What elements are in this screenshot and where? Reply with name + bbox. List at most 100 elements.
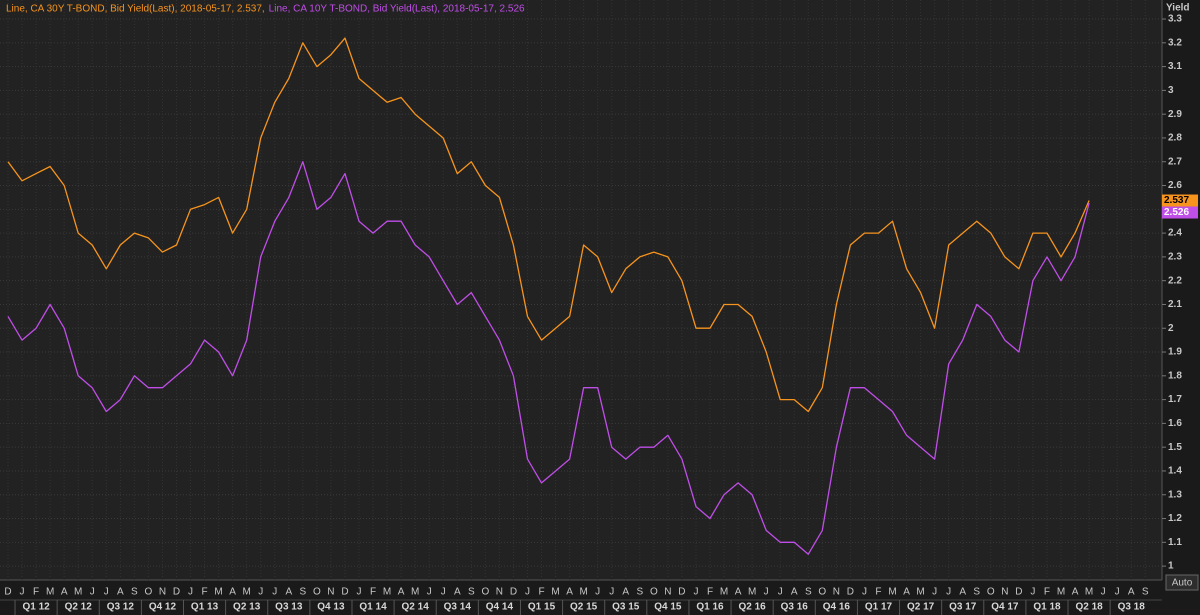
x-tick-label: J	[1030, 587, 1035, 598]
x-tick-label: J	[764, 587, 769, 598]
y-tick-label: 3	[1168, 85, 1174, 96]
y-tick-label: 2.6	[1168, 180, 1182, 191]
x-tick-label: A	[735, 587, 742, 598]
y-tick-label: 2.3	[1168, 252, 1182, 263]
quarter-label: Q1 16	[696, 602, 724, 613]
quarter-label: Q4 15	[654, 602, 682, 613]
y-tick-label: 2	[1168, 323, 1174, 334]
x-tick-label: J	[609, 587, 614, 598]
y-tick-label: 1.4	[1168, 466, 1182, 477]
x-tick-label: M	[411, 587, 419, 598]
x-tick-label: J	[946, 587, 951, 598]
y-tick-label: 2.8	[1168, 133, 1182, 144]
x-tick-label: O	[650, 587, 658, 598]
x-tick-label: N	[327, 587, 334, 598]
x-tick-label: J	[188, 587, 193, 598]
x-tick-label: J	[258, 587, 263, 598]
quarter-label: Q1 17	[865, 602, 893, 613]
x-tick-label: S	[131, 587, 138, 598]
y-tick-label: 3.1	[1168, 61, 1182, 72]
quarter-label: Q1 15	[528, 602, 556, 613]
y-axis-panel	[1162, 0, 1200, 615]
y-tick-label: 2.2	[1168, 275, 1182, 286]
quarter-label: Q4 13	[317, 602, 345, 613]
y-tick-label: 2.1	[1168, 299, 1182, 310]
plot-area	[0, 0, 1162, 580]
auto-button[interactable]	[1165, 574, 1199, 591]
x-tick-label: J	[357, 587, 362, 598]
y-tick-label: 2.9	[1168, 109, 1182, 120]
x-tick-label: N	[1001, 587, 1008, 598]
x-tick-label: J	[525, 587, 530, 598]
x-tick-label: M	[916, 587, 924, 598]
x-tick-label: A	[1128, 587, 1135, 598]
x-tick-label: M	[720, 587, 728, 598]
x-tick-label: M	[46, 587, 54, 598]
x-tick-label: A	[454, 587, 461, 598]
x-tick-label: M	[579, 587, 587, 598]
y-tick-label: 1.3	[1168, 489, 1182, 500]
x-tick-label: F	[202, 587, 208, 598]
x-tick-label: J	[20, 587, 25, 598]
x-tick-label: O	[145, 587, 153, 598]
x-tick-label: M	[74, 587, 82, 598]
quarter-label: Q2 16	[738, 602, 766, 613]
x-tick-label: D	[510, 587, 517, 598]
quarter-label: Q3 18	[1118, 602, 1146, 613]
x-tick-label: J	[441, 587, 446, 598]
x-tick-label: O	[818, 587, 826, 598]
x-tick-label: F	[1044, 587, 1050, 598]
auto-button-label[interactable]: Auto	[1172, 578, 1193, 589]
y-tick-label: 1.5	[1168, 442, 1182, 453]
y-tick-label: 1	[1168, 561, 1174, 572]
x-tick-label: M	[214, 587, 222, 598]
series-line	[7, 37, 1090, 413]
x-tick-label: M	[1085, 587, 1093, 598]
y-tick-label: 2.7	[1168, 156, 1182, 167]
x-tick-label: S	[468, 587, 475, 598]
last-value-box	[1162, 206, 1198, 219]
quarter-label: Q2 15	[570, 602, 598, 613]
quarter-label: Q1 14	[359, 602, 387, 613]
quarter-label: Q3 12	[107, 602, 135, 613]
x-tick-label: J	[104, 587, 109, 598]
x-tick-label: O	[481, 587, 489, 598]
x-tick-label: F	[707, 587, 713, 598]
x-tick-label: M	[383, 587, 391, 598]
x-tick-label: D	[847, 587, 854, 598]
quarter-label: Q3 17	[949, 602, 977, 613]
x-tick-label: M	[551, 587, 559, 598]
x-tick-label: J	[90, 587, 95, 598]
axes: 1 1.1 1.2 1.3 1.4 1.5 1.6 1.7 1.8 1.9 2 2.1 2.2 2.3 2.…	[4, 14, 1198, 615]
y-tick-label: 1.9	[1168, 347, 1182, 358]
x-tick-label: A	[229, 587, 236, 598]
x-tick-label: F	[33, 587, 39, 598]
x-tick-label: O	[987, 587, 995, 598]
x-tick-label: A	[566, 587, 573, 598]
quarter-label: Q3 15	[612, 602, 640, 613]
quarter-label: Q2 17	[907, 602, 935, 613]
x-tick-label: N	[159, 587, 166, 598]
y-tick-label: 2.4	[1168, 228, 1182, 239]
x-tick-label: D	[4, 587, 11, 598]
quarter-label: Q2 12	[65, 602, 93, 613]
x-tick-label: N	[833, 587, 840, 598]
x-tick-label: A	[117, 587, 124, 598]
x-tick-label: J	[862, 587, 867, 598]
x-tick-label: M	[888, 587, 896, 598]
y-tick-label: 1.7	[1168, 394, 1182, 405]
x-tick-label: M	[748, 587, 756, 598]
quarter-label: Q3 13	[275, 602, 303, 613]
quarter-label: Q1 18	[1033, 602, 1061, 613]
x-tick-label: A	[791, 587, 798, 598]
x-axis-panel	[0, 580, 1162, 615]
lines	[7, 37, 1090, 555]
y-tick-label: 1.1	[1168, 537, 1182, 548]
x-tick-label: J	[778, 587, 783, 598]
quarter-label: Q2 13	[233, 602, 261, 613]
quarter-label: Q3 14	[444, 602, 472, 613]
quarter-label: Q4 16	[823, 602, 851, 613]
x-tick-label: A	[903, 587, 910, 598]
last-value-label: 2.526	[1164, 207, 1189, 218]
